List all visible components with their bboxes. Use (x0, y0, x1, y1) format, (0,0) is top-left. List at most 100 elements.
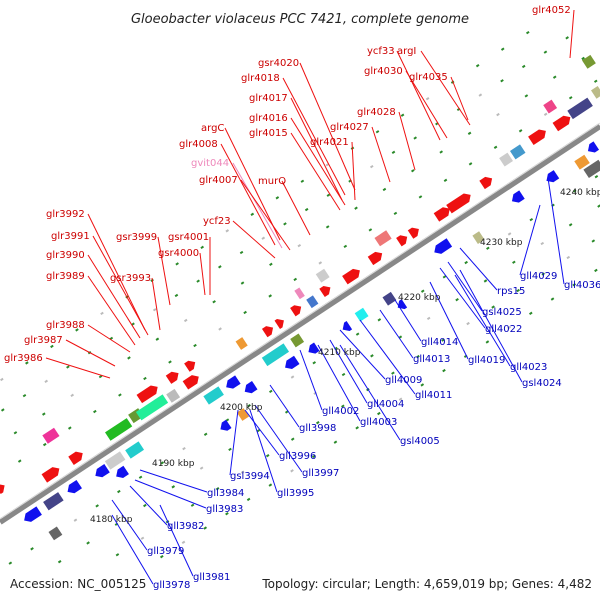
gene-label-forward[interactable]: glr3986 (4, 353, 43, 364)
gene-label-reverse[interactable]: gll3982 (167, 521, 204, 532)
gene-block[interactable] (591, 85, 600, 99)
gene-label-forward[interactable]: glr4016 (249, 113, 288, 124)
forward-gene[interactable] (367, 249, 385, 266)
reverse-gene[interactable] (93, 464, 110, 480)
gene-label-forward[interactable]: gsr3993 (110, 273, 151, 284)
forward-gene[interactable] (261, 323, 276, 338)
gene-block[interactable] (105, 418, 133, 441)
forward-gene[interactable] (165, 369, 182, 384)
gene-block[interactable] (48, 526, 63, 541)
gene-label-forward[interactable]: glr3991 (51, 231, 90, 242)
gene-label-reverse[interactable]: gll3978 (153, 580, 190, 591)
forward-gene[interactable] (0, 481, 7, 494)
forward-gene[interactable] (528, 127, 549, 146)
gene-block[interactable] (354, 307, 369, 322)
forward-gene[interactable] (136, 383, 161, 404)
gene-label-reverse[interactable]: gll3984 (207, 488, 244, 499)
gene-block[interactable] (567, 97, 593, 120)
gene-label-reverse[interactable]: gsl3994 (230, 471, 270, 482)
gene-block[interactable] (509, 144, 526, 160)
gene-label-forward[interactable]: murQ (258, 176, 286, 187)
gene-label-forward[interactable]: gsr4001 (168, 232, 209, 243)
gene-label-forward[interactable]: glr3992 (46, 209, 85, 220)
gene-label-forward[interactable]: gsr4000 (158, 248, 199, 259)
gene-block[interactable] (543, 99, 558, 114)
gene-block[interactable] (374, 230, 392, 247)
gene-label-forward[interactable]: glr4017 (249, 93, 288, 104)
reverse-gene[interactable] (509, 190, 525, 205)
gene-label-reverse[interactable]: gll4011 (415, 390, 452, 401)
reverse-gene[interactable] (306, 342, 320, 356)
forward-gene[interactable] (446, 191, 473, 214)
forward-gene[interactable] (274, 316, 286, 329)
gene-label-forward[interactable]: glr3987 (24, 335, 63, 346)
gene-label-reverse[interactable]: gll4036 (564, 280, 600, 291)
reverse-gene[interactable] (585, 141, 600, 155)
gene-label-reverse[interactable]: gll4003 (360, 417, 397, 428)
gene-label-forward[interactable]: glr4008 (179, 139, 218, 150)
forward-gene[interactable] (479, 174, 495, 190)
gene-label-forward[interactable]: glr4027 (330, 122, 369, 133)
forward-gene[interactable] (342, 266, 363, 285)
reverse-gene[interactable] (223, 375, 241, 391)
gene-label-reverse[interactable]: gll3983 (206, 504, 243, 515)
gene-label-forward[interactable]: glr3989 (46, 271, 85, 282)
gene-label-forward[interactable]: ycf33 (367, 46, 395, 57)
gene-block[interactable] (135, 394, 169, 421)
gene-block[interactable] (306, 295, 319, 309)
forward-gene[interactable] (319, 283, 333, 298)
gene-block[interactable] (203, 386, 224, 405)
gene-label-reverse[interactable]: gll3998 (299, 423, 336, 434)
gene-label-reverse[interactable]: rps15 (497, 286, 525, 297)
gene-label-reverse[interactable]: gll4002 (322, 406, 359, 417)
gene-block[interactable] (315, 268, 330, 283)
gene-label-reverse[interactable]: gsl4024 (522, 378, 562, 389)
reverse-gene[interactable] (218, 419, 232, 434)
gene-label-forward[interactable]: glr4021 (310, 137, 349, 148)
gene-label-forward[interactable]: glr3988 (46, 320, 85, 331)
gene-label-forward[interactable]: gvit044 (191, 158, 229, 169)
reverse-gene[interactable] (395, 299, 408, 312)
reverse-gene[interactable] (21, 506, 42, 524)
gene-label-forward[interactable]: gsr4020 (258, 58, 299, 69)
forward-gene[interactable] (396, 233, 410, 247)
gene-block[interactable] (583, 159, 600, 179)
gene-label-forward[interactable]: glr4018 (241, 73, 280, 84)
gene-label-reverse[interactable]: gll4004 (367, 399, 404, 410)
gene-label-reverse[interactable]: gll4013 (413, 354, 450, 365)
gene-block[interactable] (166, 388, 181, 403)
gene-label-reverse[interactable]: gsl4005 (400, 436, 440, 447)
gene-block[interactable] (499, 152, 513, 167)
forward-gene[interactable] (41, 464, 63, 483)
forward-gene[interactable] (552, 113, 574, 132)
gene-label-reverse[interactable]: gll3995 (277, 488, 314, 499)
gene-block[interactable] (236, 408, 250, 421)
gene-block[interactable] (472, 231, 485, 245)
gene-label-forward[interactable]: glr4015 (249, 128, 288, 139)
gene-label-reverse[interactable]: gll4029 (520, 271, 557, 282)
gene-block[interactable] (290, 333, 305, 348)
gene-label-forward[interactable]: argC (201, 123, 224, 134)
gene-label-reverse[interactable]: gll3996 (279, 451, 316, 462)
reverse-gene[interactable] (544, 170, 560, 185)
gene-label-forward[interactable]: argI (397, 46, 416, 57)
reverse-gene[interactable] (242, 380, 258, 396)
gene-block[interactable] (43, 492, 64, 511)
reverse-gene[interactable] (432, 238, 453, 256)
gene-label-forward[interactable]: glr4052 (532, 5, 571, 16)
gene-block[interactable] (125, 441, 145, 459)
gene-block[interactable] (42, 427, 60, 444)
gene-label-reverse[interactable]: gsl4025 (482, 307, 522, 318)
gene-label-forward[interactable]: glr3990 (46, 250, 85, 261)
gene-block[interactable] (582, 54, 596, 69)
gene-label-reverse[interactable]: gll4022 (485, 324, 522, 335)
forward-gene[interactable] (184, 358, 198, 372)
gene-block[interactable] (104, 451, 126, 470)
gene-block[interactable] (294, 287, 305, 300)
forward-gene[interactable] (182, 372, 202, 390)
forward-gene[interactable] (290, 302, 304, 317)
gene-block[interactable] (382, 291, 397, 306)
gene-block[interactable] (261, 343, 290, 367)
reverse-gene[interactable] (65, 479, 82, 496)
gene-block[interactable] (574, 154, 590, 170)
